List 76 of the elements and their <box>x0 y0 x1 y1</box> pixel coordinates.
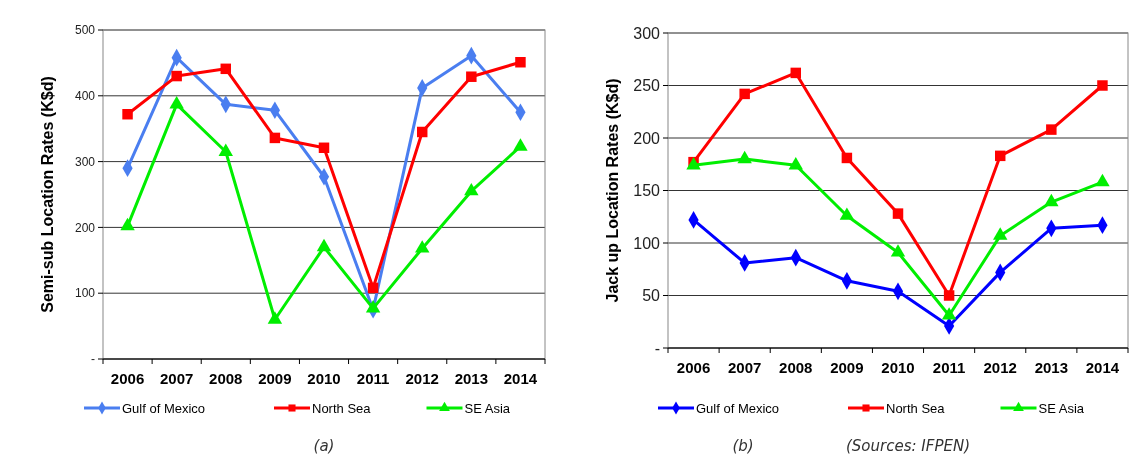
x-tick-label: 2008 <box>779 359 813 376</box>
text: (a) <box>313 437 335 455</box>
point <box>122 108 133 120</box>
y-tick-label: 50 <box>642 287 661 305</box>
point <box>218 143 233 156</box>
y-axis-title: Jack up Location Rates (K$d) <box>604 78 621 303</box>
point <box>1046 124 1057 135</box>
point <box>267 311 283 324</box>
x-tick-label: 2008 <box>209 370 243 387</box>
y-tick-label: 200 <box>74 220 96 235</box>
point <box>415 240 430 253</box>
point <box>737 150 752 164</box>
point <box>120 217 135 231</box>
point <box>941 307 957 320</box>
y-axis-title: Semi-sub Location Rates (K$d) <box>39 76 56 313</box>
x-tick-label: 2007 <box>727 359 762 376</box>
point <box>943 290 955 301</box>
x-tick-label: 2006 <box>110 370 145 387</box>
x-tick-label: 2012 <box>405 370 439 387</box>
point <box>790 67 802 79</box>
point <box>171 70 182 82</box>
point <box>416 126 428 138</box>
x-tick-label: 2009 <box>830 359 864 376</box>
legend-label: SE Asia <box>1038 400 1085 416</box>
point <box>318 142 330 154</box>
point <box>365 300 381 313</box>
x-tick-label: 2014 <box>1085 359 1120 376</box>
point <box>993 227 1008 240</box>
point <box>839 207 855 220</box>
point <box>513 138 528 151</box>
point <box>994 150 1006 162</box>
x-tick-label: 2013 <box>1034 359 1069 376</box>
text: (b) <box>732 437 754 455</box>
y-tick-label: 250 <box>633 77 661 95</box>
point <box>739 88 750 100</box>
point <box>367 282 379 294</box>
y-tick-label: 100 <box>74 286 96 301</box>
y-tick-label: 300 <box>633 24 661 42</box>
text: (Sources: IFPEN) <box>846 437 970 455</box>
point <box>269 132 281 144</box>
y-tick-label: 400 <box>74 89 96 103</box>
x-tick-label: 2013 <box>454 370 489 387</box>
y-tick-label: 300 <box>74 154 96 169</box>
legend-label: North Sea <box>886 400 946 416</box>
point <box>515 57 526 68</box>
x-tick-label: 2011 <box>356 370 390 387</box>
x-tick-label: 2011 <box>932 359 966 376</box>
legend-label: Gulf of Mexico <box>696 400 780 416</box>
point <box>892 208 904 219</box>
x-tick-label: 2009 <box>258 370 292 387</box>
point <box>220 63 232 75</box>
x-tick-label: 2010 <box>881 359 915 376</box>
legend-label: Gulf of Mexico <box>122 400 206 416</box>
point <box>1044 193 1059 207</box>
point <box>890 244 906 257</box>
point <box>466 71 477 82</box>
point <box>1095 173 1110 187</box>
x-tick-label: 2014 <box>503 370 538 387</box>
legend-label: SE Asia <box>464 400 511 416</box>
y-tick-label: - <box>91 352 95 367</box>
point <box>841 152 853 164</box>
point <box>169 96 184 109</box>
x-tick-label: 2006 <box>676 359 711 376</box>
y-tick-label: 150 <box>633 182 661 200</box>
point <box>1097 80 1108 91</box>
legend-label: North Sea <box>312 400 372 416</box>
x-tick-label: 2012 <box>983 359 1017 376</box>
y-tick-label: - <box>654 339 660 357</box>
point <box>316 238 332 252</box>
x-tick-label: 2010 <box>307 370 341 387</box>
y-tick-label: 500 <box>74 23 96 38</box>
y-tick-label: 100 <box>633 234 661 252</box>
point <box>788 156 803 170</box>
point <box>464 182 479 196</box>
y-tick-label: 200 <box>633 129 661 147</box>
x-tick-label: 2007 <box>159 370 194 387</box>
